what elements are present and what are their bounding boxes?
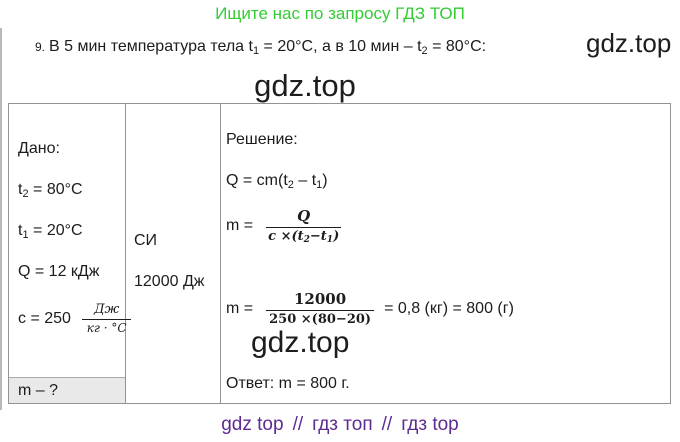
subscript: 2: [22, 188, 29, 200]
footer-links: gdz top // гдз топ // гдз top: [0, 414, 680, 436]
subscript: 1: [316, 179, 323, 191]
fraction-numerator: 12000: [266, 290, 375, 311]
c-unit-fraction: Дж кг · °C: [81, 302, 132, 335]
formula-result: = 0,8 (кг) = 800 (г): [384, 299, 514, 317]
subscript: 2: [303, 235, 310, 245]
given-t2-line: t2 = 80°C: [18, 181, 83, 200]
mass-formula-numeric: m = 12000 250 ×(80−20) = 0,8 (кг) = 800 …: [226, 290, 514, 327]
problem-text-part: = 80°C:: [427, 38, 487, 55]
watermark-solution: gdz.top: [251, 326, 350, 359]
formula-lhs: m =: [226, 299, 254, 317]
value-part: t: [18, 181, 23, 198]
solution-column: Решение: Q = cm(t2 – t1) m = Q c ×(t2−t1…: [221, 104, 670, 403]
formula-part: – t: [293, 172, 317, 189]
formula-part: ): [333, 229, 340, 244]
given-title: Дано:: [18, 140, 60, 157]
given-q-line: Q = 12 кДж: [18, 263, 100, 280]
given-column: Дано: t2 = 80°C t1 = 20°C Q = 12 кДж с =…: [9, 104, 132, 403]
fraction-numerator: Q: [266, 207, 342, 228]
fraction-numerator: Дж: [81, 302, 132, 320]
problem-statement: 9. В 5 мин температура тела t1 = 20°C, а …: [35, 38, 487, 57]
formula-part: ): [322, 172, 328, 189]
formula-part: −t: [309, 229, 327, 244]
problem-text-part: = 20°C, а в 10 мин – t: [259, 38, 422, 55]
mass-fraction-symbolic: Q c ×(t2−t1): [266, 207, 342, 245]
mass-formula-symbolic: m = Q c ×(t2−t1): [226, 207, 342, 245]
promo-header: Ищите нас по запросу ГДЗ ТОП: [215, 4, 465, 23]
given-c-line: с = 250 Дж кг · °C: [18, 302, 132, 335]
given-main-cell: Дано: t2 = 80°C t1 = 20°C Q = 12 кДж с =…: [9, 104, 132, 377]
mass-fraction-numeric: 12000 250 ×(80−20): [266, 290, 375, 327]
subscript: 1: [252, 45, 260, 57]
value-part: t: [18, 222, 23, 239]
formula-lhs: m =: [226, 216, 254, 234]
subscript: 1: [326, 235, 334, 245]
solution-table: Дано: t2 = 80°C t1 = 20°C Q = 12 кДж с =…: [8, 103, 671, 404]
watermark-top-right: gdz.top: [586, 28, 672, 58]
footer-item-3: гдз top: [401, 414, 459, 435]
value-part: с = 250: [18, 309, 71, 327]
si-column: СИ 12000 Дж: [126, 104, 221, 403]
given-t1-line: t1 = 20°C: [18, 222, 83, 241]
problem-text-part: В 5 мин температура тела t: [49, 38, 253, 55]
si-label: СИ: [134, 232, 158, 249]
answer-line: Ответ: m = 800 г.: [226, 375, 350, 392]
value-part: = 80°C: [28, 181, 83, 198]
fraction-denominator: c ×(t2−t1): [266, 228, 341, 245]
subscript: 2: [287, 179, 294, 191]
si-value: 12000 Дж: [134, 273, 205, 290]
formula-part: Q = cm(t: [226, 172, 288, 189]
footer-item-1: gdz top: [221, 414, 284, 435]
watermark-center-top: gdz.top: [254, 68, 356, 103]
footer-separator: //: [381, 414, 393, 435]
fraction-denominator: кг · °C: [86, 321, 127, 335]
heat-formula-line: Q = cm(t2 – t1): [226, 172, 328, 191]
find-cell: m – ?: [9, 377, 125, 403]
problem-number: 9.: [35, 40, 46, 54]
subscript: 1: [22, 229, 29, 241]
footer-separator: //: [292, 414, 304, 435]
footer-item-2: гдз топ: [312, 414, 373, 435]
value-part: = 20°C: [28, 222, 83, 239]
formula-part: c ×(t: [268, 229, 304, 244]
left-edge-line: [0, 28, 2, 410]
solution-title: Решение:: [226, 131, 298, 148]
subscript: 2: [421, 45, 428, 57]
fraction-denominator: 250 ×(80−20): [269, 312, 372, 327]
